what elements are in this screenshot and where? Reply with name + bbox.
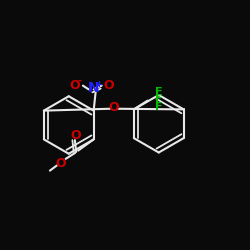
Text: F: F [155, 102, 162, 112]
Text: O: O [70, 78, 80, 92]
Text: O: O [55, 156, 66, 170]
Text: O: O [71, 129, 82, 141]
Text: F: F [155, 87, 162, 97]
Text: -: - [78, 76, 82, 86]
Text: +: + [95, 80, 102, 90]
Text: F: F [155, 94, 162, 104]
Text: N: N [88, 81, 100, 95]
Text: O: O [104, 78, 115, 92]
Text: O: O [108, 101, 119, 114]
